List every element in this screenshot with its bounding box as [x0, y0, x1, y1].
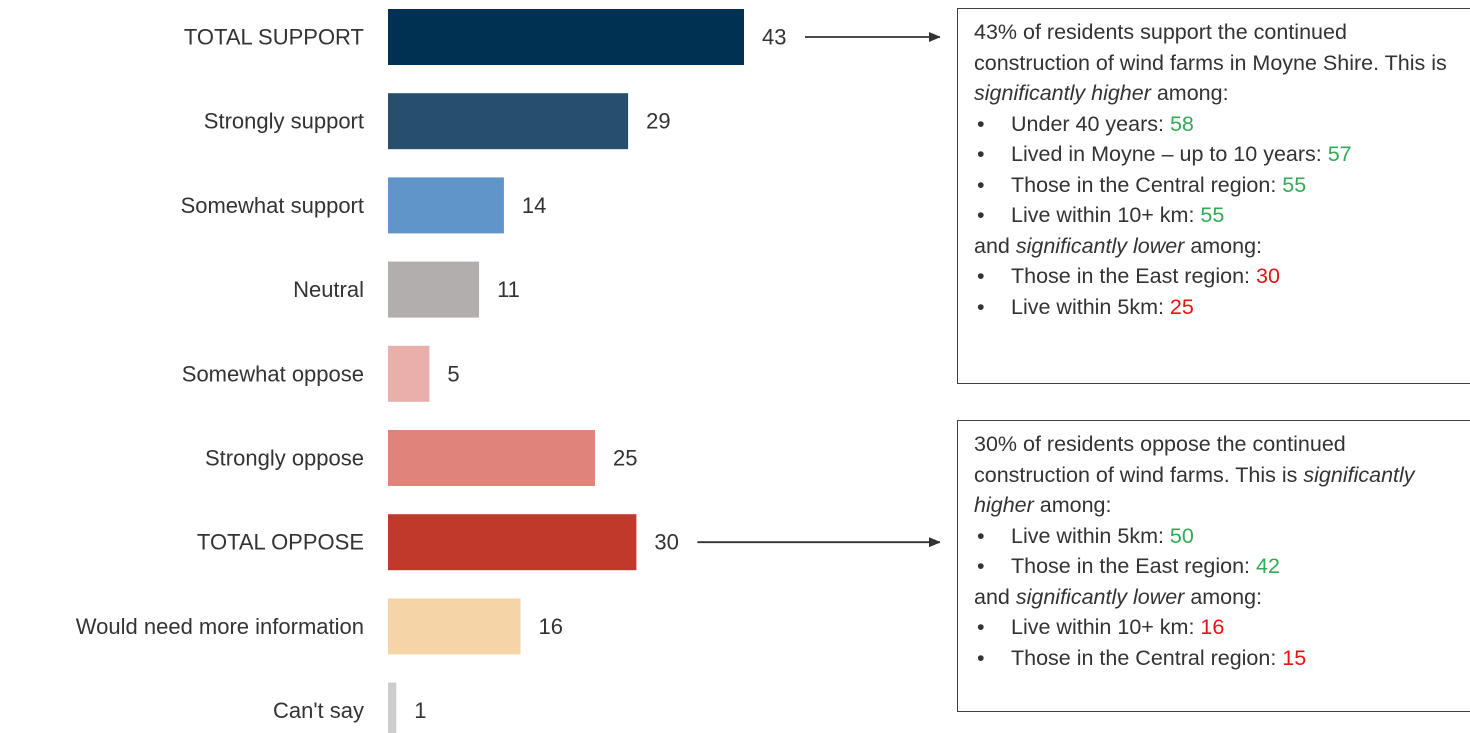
bar-chart: TOTAL SUPPORT 43 Strongly support 29 Somewha… [76, 9, 940, 733]
data-label: 16 [538, 614, 562, 639]
data-label: 30 [654, 530, 678, 555]
oppose-higher-list: Live within 5km: 50Those in the East reg… [974, 521, 1462, 582]
oppose-intro-text: 30% of residents oppose the continued co… [974, 432, 1346, 487]
data-label: 1 [414, 698, 426, 723]
category-label: TOTAL SUPPORT [184, 25, 364, 50]
bullet-label: Live within 10+ km: [1011, 203, 1201, 227]
bullet-label: Under 40 years: [1011, 111, 1170, 136]
support-intro-text-end: among: [1150, 81, 1229, 105]
support-intro-emphasis: significantly higher [974, 81, 1151, 105]
category-label: Somewhat support [181, 193, 364, 218]
support-lower-pre: and [974, 233, 1016, 258]
support-lower-bullet-item: Live within 5km: 25 [974, 292, 1462, 323]
category-label: Strongly oppose [205, 446, 364, 471]
arrows-layer [697, 32, 940, 548]
oppose-lower-post: among: [1184, 584, 1263, 609]
data-label: 43 [762, 25, 786, 50]
bullet-value: 25 [1169, 294, 1194, 319]
bar [388, 345, 430, 402]
bar [388, 514, 637, 571]
oppose-callout-box: 30% of residents oppose the continued co… [957, 420, 1470, 712]
support-lower-post: among: [1184, 233, 1263, 258]
bar [388, 93, 629, 150]
support-callout-intro: 43% of residents support the continued c… [974, 17, 1462, 109]
oppose-lower-list: Live within 10+ km: 16Those in the Centr… [974, 612, 1462, 673]
bar [388, 177, 504, 234]
oppose-intro-text-end: among: [1033, 493, 1112, 517]
bullet-label: Live within 10+ km: [1011, 615, 1201, 639]
bars-layer: TOTAL SUPPORT 43 Strongly support 29 Somewha… [76, 9, 786, 733]
bullet-label: Those in the Central region: [1011, 645, 1283, 670]
bar [388, 598, 521, 655]
bullet-label: Those in the East region: [1011, 554, 1257, 578]
support-intro-text: 43% of residents support the continued c… [974, 20, 1447, 75]
bullet-label: Live within 5km: [1011, 523, 1170, 548]
oppose-lower-emphasis: significantly lower [1015, 584, 1185, 609]
support-higher-bullet-item: Those in the Central region: 55 [974, 170, 1462, 201]
bullet-value: 50 [1169, 523, 1194, 548]
bullet-value: 16 [1200, 615, 1225, 639]
support-callout-box: 43% of residents support the continued c… [957, 8, 1470, 384]
data-label: 29 [646, 109, 670, 134]
data-label: 25 [613, 446, 637, 471]
bar [388, 9, 744, 65]
oppose-lower-pre: and [974, 584, 1016, 609]
support-higher-list: Under 40 years: 58Lived in Moyne – up to… [974, 109, 1462, 231]
oppose-higher-bullet-item: Live within 5km: 50 [974, 521, 1462, 552]
oppose-lower-bullet-item: Those in the Central region: 15 [974, 643, 1462, 674]
support-lower-bullet-item: Those in the East region: 30 [974, 261, 1462, 292]
oppose-intro-emphasis: significantly higher [974, 462, 1415, 518]
bullet-label: Live within 5km: [1011, 294, 1170, 319]
category-label: Somewhat oppose [182, 361, 364, 386]
support-lower-list: Those in the East region: 30Live within … [974, 261, 1462, 322]
support-higher-bullet-item: Live within 10+ km: 55 [974, 200, 1462, 231]
bullet-label: Those in the East region: [1011, 264, 1257, 288]
oppose-lower-intro: and significantly lower among: [974, 582, 1462, 613]
support-lower-emphasis: significantly lower [1015, 233, 1185, 258]
category-label: Neutral [293, 277, 364, 302]
data-label: 11 [497, 277, 520, 302]
support-lower-intro: and significantly lower among: [974, 231, 1462, 262]
data-label: 14 [522, 193, 546, 218]
bullet-value: 57 [1327, 142, 1352, 166]
bullet-value: 30 [1256, 264, 1280, 288]
oppose-lower-bullet-item: Live within 10+ km: 16 [974, 612, 1462, 643]
category-label: Strongly support [204, 109, 364, 134]
bullet-value: 42 [1256, 554, 1280, 578]
category-label: Would need more information [76, 614, 364, 639]
bullet-value: 58 [1169, 111, 1194, 136]
oppose-callout-intro: 30% of residents oppose the continued co… [974, 429, 1462, 521]
support-higher-bullet-item: Under 40 years: 58 [974, 109, 1462, 140]
support-higher-bullet-item: Lived in Moyne – up to 10 years: 57 [974, 139, 1462, 170]
data-label: 5 [447, 361, 459, 386]
bar [388, 430, 595, 486]
bar [388, 682, 397, 733]
category-label: TOTAL OPPOSE [197, 530, 364, 555]
bullet-value: 55 [1200, 203, 1225, 227]
category-label: Can't say [273, 698, 364, 723]
bullet-value: 55 [1282, 172, 1307, 197]
oppose-higher-bullet-item: Those in the East region: 42 [974, 551, 1462, 582]
bullet-label: Those in the Central region: [1011, 172, 1283, 197]
bar [388, 261, 480, 318]
bullet-value: 15 [1282, 645, 1307, 670]
bullet-label: Lived in Moyne – up to 10 years: [1011, 142, 1328, 166]
